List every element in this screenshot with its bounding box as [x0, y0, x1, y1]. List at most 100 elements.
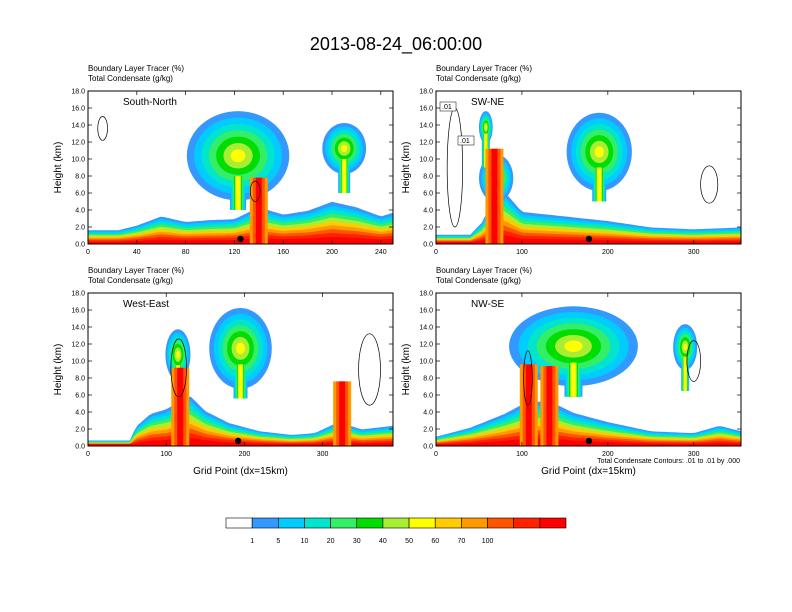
condensate-contour: [358, 333, 381, 406]
panel-subtitle-condensate: Total Condensate (g/kg): [436, 74, 521, 83]
panel-subtitle-tracer: Boundary Layer Tracer (%): [436, 64, 532, 73]
y-tick-label: 16.0: [419, 308, 433, 315]
colorbar-label: 40: [379, 538, 387, 545]
y-tick-label: 16.0: [419, 106, 433, 113]
x-tick-label: 0: [86, 451, 90, 458]
y-tick-label: 10.0: [419, 359, 433, 366]
x-tick-label: 40: [133, 249, 141, 256]
x-tick-label: 240: [375, 249, 387, 256]
anvil-cloud: [594, 146, 604, 158]
colorbar-swatch: [408, 517, 436, 529]
condensate-contour: [249, 180, 261, 202]
colorbar-swatch: [382, 517, 410, 529]
condensate-contour: [686, 340, 701, 382]
tracer-band: [436, 234, 741, 244]
y-axis-label: Height (km): [53, 142, 64, 194]
y-tick-label: 4.0: [75, 410, 85, 417]
anvil-cloud-stalk: [236, 176, 241, 210]
colorbar-label: 100: [482, 538, 494, 545]
cloud-fragment: [484, 124, 487, 130]
x-tick-label: 0: [434, 249, 438, 256]
x-tick-label: 300: [317, 451, 329, 458]
x-tick-label: 200: [602, 451, 614, 458]
y-tick-label: 18.0: [71, 291, 85, 298]
panel-direction-label: South-North: [123, 97, 177, 108]
y-tick-label: 0.0: [75, 444, 85, 451]
x-tick-label: 100: [516, 249, 528, 256]
x-tick-label: 100: [516, 451, 528, 458]
colorbar-label: 70: [457, 538, 465, 545]
y-tick-label: 12.0: [71, 342, 85, 349]
y-tick-label: 0.0: [423, 242, 433, 249]
y-tick-label: 8.0: [75, 376, 85, 383]
y-tick-label: 0.0: [423, 444, 433, 451]
panel-direction-label: NW-SE: [471, 299, 504, 310]
x-tick-label: 300: [688, 249, 700, 256]
y-tick-label: 6.0: [75, 191, 85, 198]
y-tick-label: 14.0: [71, 325, 85, 332]
x-tick-label: 300: [688, 451, 700, 458]
condensate-contour: [97, 116, 108, 141]
y-tick-label: 12.0: [419, 342, 433, 349]
x-tick-label: 80: [182, 249, 190, 256]
colorbar-label: 1: [250, 538, 254, 545]
panels: 0.0 2.0 4.0 6.0 8.0 10.0 12.0 14.0 16.0 18.0 0 40 80…: [53, 64, 742, 477]
cloud-fragment: [683, 343, 687, 351]
contour-label: .01: [460, 138, 470, 145]
location-marker: [234, 437, 242, 445]
y-tick-label: 12.0: [419, 140, 433, 147]
y-axis-label: Height (km): [53, 344, 64, 396]
panel-nw-se: 0.0 2.0 4.0 6.0 8.0 10.0 12.0 14.0 16.0 18.0 0 100 2…: [401, 266, 742, 477]
y-tick-label: 8.0: [75, 174, 85, 181]
colorbar-swatch: [513, 517, 541, 529]
y-tick-label: 12.0: [71, 140, 85, 147]
y-axis-label: Height (km): [401, 344, 412, 396]
x-tick-label: 200: [602, 249, 614, 256]
colorbar-label: 30: [353, 538, 361, 545]
panel-subtitle-condensate: Total Condensate (g/kg): [88, 276, 173, 285]
contour-label: .01: [442, 104, 452, 111]
y-tick-label: 2.0: [75, 225, 85, 232]
y-tick-label: 6.0: [423, 393, 433, 400]
colorbar-swatch: [278, 517, 305, 529]
convective-tower: [177, 367, 184, 446]
footnote: Total Condensate Contours: .01 to .01 by…: [597, 458, 740, 465]
y-tick-label: 10.0: [71, 157, 85, 164]
colorbar-label: 20: [327, 538, 335, 545]
plot-area: [436, 293, 741, 446]
cloud-fragment-stalk: [683, 356, 687, 391]
x-tick-label: 0: [434, 451, 438, 458]
y-tick-label: 14.0: [419, 325, 433, 332]
y-tick-label: 18.0: [71, 89, 85, 96]
y-tick-label: 0.0: [75, 242, 85, 249]
y-axis-label: Height (km): [401, 142, 412, 194]
y-tick-label: 2.0: [423, 225, 433, 232]
y-tick-label: 18.0: [419, 291, 433, 298]
colorbar-swatch: [330, 517, 358, 529]
anvil-cloud: [564, 340, 583, 352]
location-marker: [585, 235, 593, 243]
y-tick-label: 4.0: [423, 410, 433, 417]
y-tick-label: 8.0: [423, 376, 433, 383]
cloud-fragment-stalk: [342, 159, 346, 193]
anvil-cloud-stalk: [597, 167, 602, 202]
panel-direction-label: West-East: [123, 299, 169, 310]
x-axis-label: Grid Point (dx=15km): [193, 466, 288, 477]
panel-west-east: 0.0 2.0 4.0 6.0 8.0 10.0 12.0 14.0 16.0 18.0 0 100 2…: [53, 266, 394, 477]
location-marker: [585, 437, 593, 445]
condensate-contour: [170, 338, 187, 398]
colorbar-swatch: [304, 517, 331, 529]
plot-area: [88, 293, 393, 446]
x-tick-label: 0: [86, 249, 90, 256]
colorbar-label: 50: [405, 538, 413, 545]
plot-frame: [87, 90, 394, 245]
colorbar-swatch: [539, 517, 567, 529]
colorbar-swatch: [461, 517, 488, 529]
panel-direction-label: SW-NE: [471, 97, 504, 108]
plot-frame: [435, 292, 742, 447]
y-tick-label: 6.0: [75, 393, 85, 400]
condensate-contour: [523, 350, 533, 406]
y-tick-label: 16.0: [71, 106, 85, 113]
panel-subtitle-tracer: Boundary Layer Tracer (%): [88, 266, 184, 275]
